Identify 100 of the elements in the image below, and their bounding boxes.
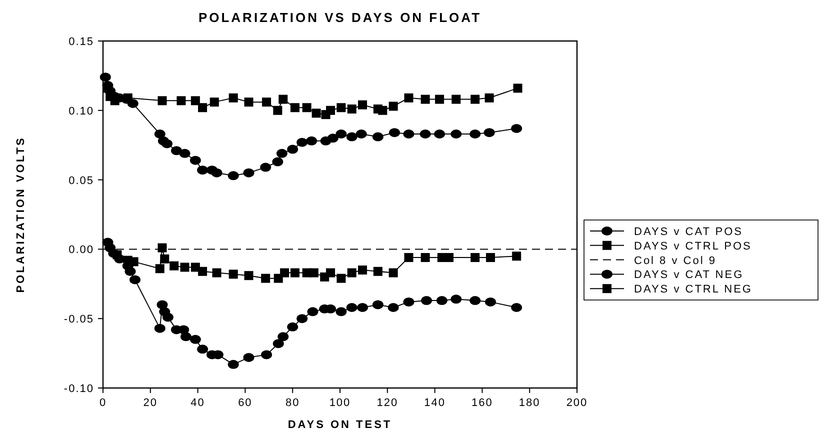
point bbox=[290, 103, 300, 112]
point bbox=[484, 93, 494, 102]
point bbox=[388, 302, 399, 312]
point bbox=[160, 254, 170, 264]
point bbox=[178, 325, 190, 334]
legend-label: Col 8 v Col 9 bbox=[634, 254, 716, 267]
point bbox=[436, 296, 448, 306]
x-tick-label: 120 bbox=[376, 397, 398, 409]
point bbox=[287, 322, 298, 332]
point bbox=[404, 93, 414, 102]
point bbox=[278, 94, 288, 104]
point bbox=[180, 262, 190, 272]
point bbox=[421, 296, 432, 306]
point bbox=[378, 106, 388, 115]
y-tick-label: 0.00 bbox=[68, 244, 94, 256]
point bbox=[129, 275, 140, 284]
point bbox=[444, 253, 454, 262]
point bbox=[309, 268, 318, 278]
point bbox=[326, 268, 336, 278]
point bbox=[511, 302, 522, 312]
point bbox=[260, 162, 272, 172]
point bbox=[513, 84, 522, 93]
point bbox=[287, 144, 298, 154]
point bbox=[336, 274, 346, 283]
point bbox=[307, 307, 318, 316]
point bbox=[190, 156, 201, 165]
point bbox=[243, 168, 254, 178]
point bbox=[358, 100, 368, 110]
point bbox=[228, 270, 238, 279]
y-tick-label: 0.05 bbox=[68, 174, 94, 187]
point bbox=[511, 124, 522, 133]
point bbox=[179, 148, 190, 158]
point bbox=[336, 307, 347, 316]
x-tick-label: 140 bbox=[424, 397, 446, 409]
x-tick-label: 40 bbox=[190, 397, 205, 409]
point bbox=[243, 352, 254, 362]
point bbox=[272, 157, 284, 166]
point bbox=[244, 98, 254, 107]
point bbox=[280, 268, 290, 278]
point bbox=[228, 171, 239, 180]
point bbox=[346, 302, 358, 312]
point bbox=[161, 139, 172, 148]
y-tick-label: -0.05 bbox=[64, 314, 94, 326]
point bbox=[312, 108, 321, 118]
point bbox=[347, 104, 356, 114]
x-tick-label: 160 bbox=[472, 397, 493, 409]
point bbox=[302, 103, 312, 112]
point bbox=[276, 148, 288, 158]
point bbox=[273, 106, 282, 115]
point bbox=[403, 297, 414, 306]
point bbox=[296, 314, 308, 324]
point bbox=[198, 103, 208, 112]
point bbox=[155, 264, 164, 274]
point bbox=[190, 334, 201, 344]
point bbox=[336, 129, 347, 138]
point bbox=[290, 268, 300, 278]
point bbox=[112, 250, 122, 260]
point bbox=[372, 132, 384, 142]
point bbox=[420, 94, 430, 104]
point bbox=[470, 94, 480, 104]
point bbox=[162, 312, 174, 322]
point bbox=[404, 253, 414, 262]
x-tick-label: 180 bbox=[518, 397, 540, 409]
point bbox=[346, 132, 358, 142]
legend-label: DAYS v CTRL POS bbox=[634, 240, 752, 252]
point bbox=[170, 261, 179, 270]
point bbox=[210, 98, 219, 107]
point bbox=[336, 103, 346, 112]
point bbox=[512, 252, 522, 261]
point bbox=[470, 253, 480, 262]
point bbox=[420, 129, 431, 138]
point bbox=[434, 129, 446, 138]
point bbox=[197, 166, 208, 175]
point bbox=[372, 300, 384, 310]
legend-label: DAYS v CAT NEG bbox=[634, 269, 744, 282]
point bbox=[278, 332, 289, 342]
point bbox=[326, 106, 336, 115]
point bbox=[154, 129, 166, 138]
chart-title: POLARIZATION VS DAYS ON FLOAT bbox=[198, 10, 482, 25]
point bbox=[484, 297, 496, 306]
y-tick-label: 0.10 bbox=[68, 105, 94, 118]
point bbox=[420, 253, 430, 262]
point bbox=[358, 266, 368, 275]
point bbox=[261, 274, 270, 283]
point bbox=[170, 146, 182, 156]
point bbox=[228, 360, 239, 369]
point bbox=[272, 339, 284, 348]
point bbox=[470, 296, 481, 306]
point bbox=[124, 266, 136, 276]
x-tick-label: 80 bbox=[285, 397, 300, 409]
point bbox=[212, 268, 222, 278]
point bbox=[450, 294, 462, 304]
point bbox=[211, 168, 222, 178]
y-tick-label: 0.15 bbox=[68, 36, 94, 48]
point bbox=[176, 96, 186, 106]
point bbox=[435, 94, 444, 104]
point bbox=[261, 350, 272, 360]
legend-label: DAYS v CAT POS bbox=[634, 226, 744, 238]
point bbox=[190, 96, 200, 106]
point bbox=[197, 344, 208, 354]
